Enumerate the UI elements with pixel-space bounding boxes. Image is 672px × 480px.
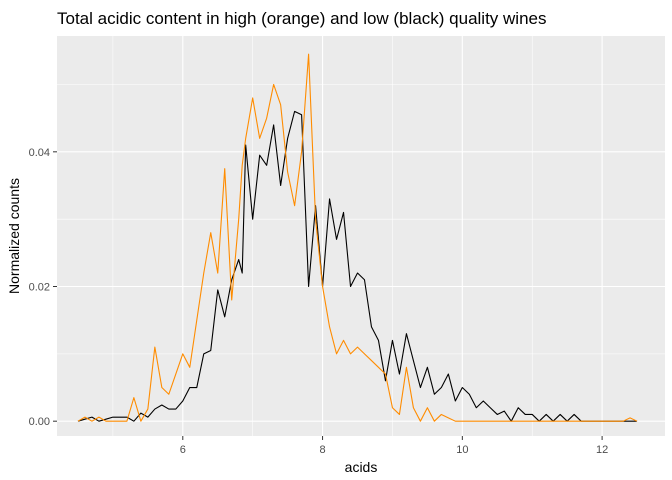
x-tick-label: 8 [320,444,326,456]
x-axis-title: acids [345,459,378,475]
y-tick-label: 0.00 [29,416,50,428]
y-axis: 0.00 0.02 0.04 [29,147,57,428]
chart-title: Total acidic content in high (orange) an… [57,9,546,28]
minor-gridlines [57,36,665,436]
x-axis: 6 8 10 12 [180,436,608,456]
y-axis-title: Normalized counts [6,178,22,294]
y-tick-label: 0.04 [29,147,50,159]
major-gridlines [57,36,665,436]
series-line-1 [77,110,638,422]
plot-panel [57,36,665,436]
series-line-2 [77,53,638,422]
y-tick-label: 0.02 [29,282,50,294]
x-tick-label: 12 [596,444,608,456]
series-layer [77,53,638,422]
x-tick-label: 6 [180,444,186,456]
x-tick-label: 10 [456,444,468,456]
